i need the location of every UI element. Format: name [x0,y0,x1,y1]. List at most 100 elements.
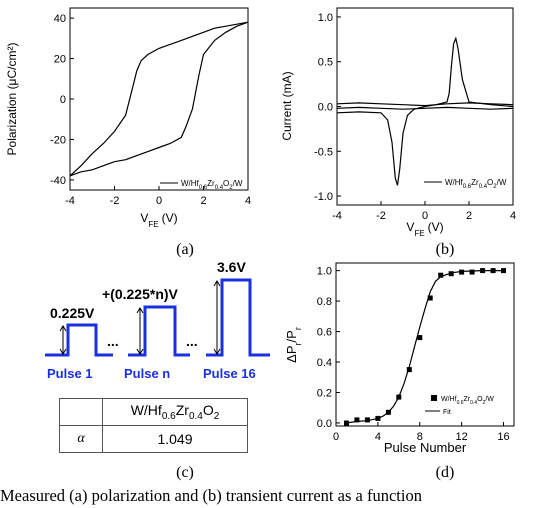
panel-d-point [375,415,381,421]
panel-d-ytick-label: 0.6 [317,327,332,339]
panel-d-point [417,335,423,341]
alpha-table-header-row: W/Hf0.6Zr0.4O2 [59,398,248,426]
alpha-table-header: W/Hf0.6Zr0.4O2 [102,398,248,426]
panel-b-series-line [336,102,514,107]
pulse-1-shape [45,323,113,357]
panel-d-ytick-label: 0.8 [317,296,332,308]
panel-a-series-line [69,21,249,177]
figure-caption: Measured (a) polarization and (b) transi… [0,486,422,505]
panel-d-point [490,268,496,274]
panel-d-axes: 0 4 8 12 16 0.0 0.2 0.4 0.6 0.8 1.0 [317,266,510,443]
panel-d-point [406,367,412,373]
pulse-n-shape [128,305,190,357]
panel-d-ytick-label: 0.4 [317,357,332,369]
panel-d-label: (d) [436,464,455,481]
panel-b-ylabel: Current (mA) [280,71,294,140]
panel-d-point [448,271,454,277]
panel-a-ylabel: Polarization (μC/cm²) [5,43,19,156]
panel-b-xtick-label: -2 [376,210,386,222]
alpha-value: 1.049 [102,425,248,453]
panel-d-point [501,268,506,274]
panel-a-series-line [69,21,249,177]
panel-b-xlabel: VFE (V) [406,220,443,238]
panel-b-legend-label: W/Hf0.6Zr0.4O2/W [445,178,507,190]
panel-a-xlabel: VFE (V) [140,211,177,229]
panel-b-xtick-label: 0 [422,210,428,222]
panel-a-legend-label: W/Hf0.6Zr0.4O2/W [181,179,243,191]
panel-d-legend-marker-label: W/Hf0.6Zr0.4O2/W [441,396,494,406]
panel-b-ytick-label: 0.5 [318,57,333,69]
panel-a-series [69,21,249,177]
panel-a-xtick-label: 4 [245,195,251,207]
panel-a-ytick-label: -40 [50,175,66,187]
pulse-1-amplitude: 0.225V [50,305,95,321]
panel-b-axes: -4 -2 0 2 4 -1.0 -0.5 0.0 0.5 1.0 [314,12,516,222]
panel-d-point [459,269,465,275]
panel-a-ytick-label: -20 [50,134,66,146]
alpha-table-row: α 1.049 [59,425,248,453]
panel-a-xtick-label: 0 [156,195,162,207]
panel-d-point [385,409,391,415]
pulse-n-arrowheads [136,307,144,355]
panel-b-series-line [336,36,514,186]
panel-a-label: (a) [176,241,194,258]
panel-d-xtick-label: 0 [333,431,339,443]
alpha-table-corner [59,398,103,426]
pulse-16-arrowheads [213,280,221,355]
panel-d-point [354,417,360,423]
panel-d-ytick-label: 1.0 [317,266,332,278]
panel-a-xtick-label: 2 [200,195,206,207]
panel-a-ytick-label: 40 [54,13,66,25]
alpha-symbol: α [59,425,103,453]
panel-d-pulse-response: 0 4 8 12 16 0.0 0.2 0.4 0.6 0.8 1.0 ΔPr/Pr Pulse N… [284,262,515,481]
panel-b-ytick-label: 1.0 [318,12,333,24]
panel-d-point [364,417,370,423]
panel-d-xtick-label: 16 [497,431,509,443]
panel-b-ytick-label: -1.0 [314,191,333,203]
panel-d-ytick-label: 0.2 [317,387,332,399]
panel-d-xtick-label: 8 [417,431,423,443]
pulse-1-arrowheads [59,325,67,355]
alpha-table: W/Hf0.6Zr0.4O2 α 1.049 [59,398,248,453]
panel-b-xtick-label: -4 [332,210,342,222]
panel-d-frame [335,262,515,427]
pulse-16-amplitude: 3.6V [217,259,246,275]
panel-b-series [336,36,514,186]
panel-b-ytick-label: 0.0 [318,102,333,114]
panel-d-point [344,420,349,426]
panel-d-xtick-label: 12 [456,431,468,443]
panel-d-legend-marker [431,395,437,401]
panel-d-ylabel: ΔPr/Pr [284,327,303,363]
pulse-1-label: Pulse 1 [47,366,93,381]
panel-a-ytick-label: 20 [54,54,66,66]
panel-c-pulse-scheme: 0.225V +(0.225*n)V 3.6V ... ... Pulse 1 … [45,259,270,481]
panel-d-markers [344,268,506,426]
panel-d-ytick-label: 0.0 [317,418,332,430]
panel-d-point [396,394,402,400]
pulse-n-label: Pulse n [124,366,170,381]
panel-d-legend-fit-label: Fit [443,409,451,416]
panel-b-ytick-label: -0.5 [314,146,333,158]
panel-d-xtick-label: 4 [375,431,381,443]
panel-a-ytick-label: 0 [60,94,66,106]
panel-d-point [480,268,486,274]
panel-b-current: -4 -2 0 2 4 -1.0 -0.5 0.0 0.5 1.0 Current (mA) VF… [280,7,516,258]
panel-a-xtick-label: -4 [65,195,75,207]
panel-d-point [469,269,475,275]
panel-b-xtick-label: 2 [466,210,472,222]
ellipsis-2: ... [186,333,198,349]
panel-c-label: (c) [176,464,194,481]
panel-b-xtick-label: 4 [510,210,516,222]
panel-d-point [427,295,433,301]
pulse-16-shape [206,278,270,357]
pulse-16-label: Pulse 16 [203,366,256,381]
panel-d-xlabel: Pulse Number [384,440,467,455]
pulse-n-amplitude: +(0.225*n)V [102,286,179,302]
panel-b-series-line [336,106,514,110]
panel-d-point [438,272,444,278]
ellipsis-1: ... [107,333,119,349]
panel-b-label: (b) [436,241,455,258]
